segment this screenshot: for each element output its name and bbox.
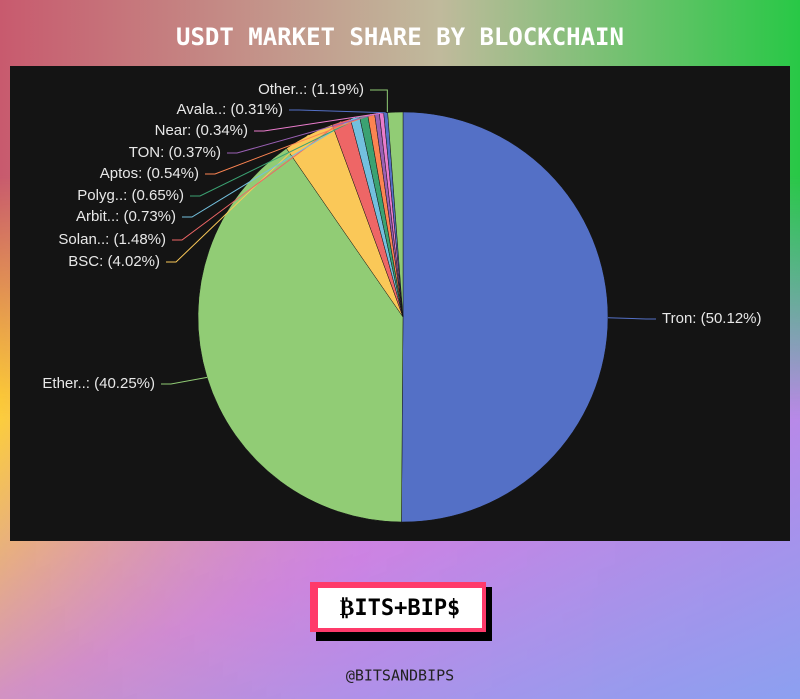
- slice: [401, 111, 609, 523]
- category-label: Near:: [155, 122, 192, 139]
- leader-line: [172, 121, 342, 241]
- slice-label: Avala..: (0.31%): [177, 101, 283, 118]
- value-label: (0.34%): [195, 122, 248, 139]
- leader-line: [227, 113, 378, 154]
- leader-line: [166, 134, 309, 263]
- value-label: (50.12%): [701, 310, 762, 327]
- value-label: (0.54%): [146, 165, 199, 182]
- leader-line: [161, 376, 208, 385]
- value-label: (0.73%): [123, 208, 176, 225]
- category-label: TON:: [129, 144, 165, 161]
- value-label: (1.48%): [113, 231, 166, 248]
- logo-box: [318, 588, 482, 628]
- pie: Tron: (50.12%) Ether..: (40.25%) BSC: (4.0…: [42, 81, 762, 523]
- slice: [387, 111, 404, 318]
- leader-line: [205, 114, 372, 175]
- slice-label: TON: (0.37%): [129, 144, 221, 161]
- category-label: Polyg..:: [77, 187, 127, 204]
- slice-label: Near: (0.34%): [155, 122, 248, 139]
- slice-label: Ether..: (40.25%): [42, 375, 155, 392]
- category-label: Ether..:: [42, 375, 90, 392]
- slice-label: Other..: (1.19%): [258, 81, 364, 98]
- value-label: (0.31%): [230, 101, 283, 118]
- leader-line: [254, 112, 382, 132]
- leader-line: [607, 317, 656, 320]
- leader-line: [289, 109, 386, 114]
- slice-label: Arbit..: (0.73%): [76, 208, 176, 225]
- category-label: Other..:: [258, 81, 307, 98]
- category-label: Aptos:: [100, 165, 143, 182]
- category-label: Solan..:: [58, 231, 109, 248]
- category-label: Arbit..:: [76, 208, 119, 225]
- slice-label: Aptos: (0.54%): [100, 165, 199, 182]
- handle: @BITSANDBIPS: [346, 667, 454, 685]
- leader-line: [370, 89, 388, 113]
- value-label: (40.25%): [94, 375, 155, 392]
- slice-label: BSC: (4.02%): [68, 253, 160, 270]
- value-label: (4.02%): [107, 253, 160, 270]
- category-label: Avala..:: [177, 101, 227, 118]
- category-label: Tron:: [662, 310, 696, 327]
- category-label: BSC:: [68, 253, 103, 270]
- value-label: (1.19%): [311, 81, 364, 98]
- logo: ₿ITS+BIP$: [340, 596, 461, 621]
- value-label: (0.37%): [168, 144, 221, 161]
- slice-label: Tron: (50.12%): [662, 310, 762, 327]
- slice-label: Solan..: (1.48%): [58, 231, 166, 248]
- value-label: (0.65%): [131, 187, 184, 204]
- leader-line: [182, 117, 356, 218]
- slice-label: Polyg..: (0.65%): [77, 187, 184, 204]
- leader-line: [190, 115, 364, 197]
- chart-title: USDT MARKET SHARE BY BLOCKCHAIN: [176, 23, 624, 51]
